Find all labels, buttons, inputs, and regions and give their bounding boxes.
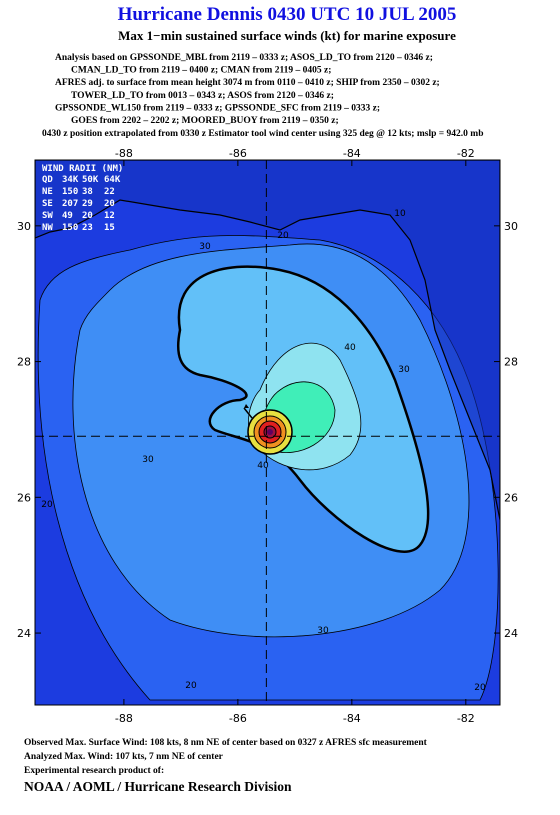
- contour-label: 30: [142, 455, 154, 465]
- wind-radii-value: 20: [104, 199, 115, 209]
- contour-label: 30: [317, 626, 329, 636]
- wind-radii-column: 64K: [104, 175, 121, 185]
- analysis-line: GOES from 2202 – 2202 z; MOORED_BUOY fro…: [71, 116, 339, 126]
- lat-tick-label: 24: [17, 627, 31, 640]
- analysis-line: GPSSONDE_WL150 from 2119 – 0333 z; GPSSO…: [55, 103, 380, 113]
- footer-line: Experimental research product of:: [24, 766, 164, 776]
- wind-radii-quadrant: NW: [42, 223, 53, 233]
- lon-tick-label: -86: [229, 147, 247, 160]
- position-note: 0430 z position extrapolated from 0330 z…: [42, 129, 483, 139]
- wind-radii-column: 50K: [82, 175, 99, 185]
- wind-radii-quadrant: NE: [42, 187, 53, 197]
- lat-tick-label: 28: [17, 356, 31, 369]
- footer-line: Observed Max. Surface Wind: 108 kts, 8 n…: [24, 738, 428, 748]
- wind-radii-value: 38: [82, 187, 93, 197]
- lon-tick-label: -86: [229, 712, 247, 725]
- wind-radii-table: WIND RADII (NM) QD 34K 50K 64K NE 150 38 22 SE 20…: [42, 164, 123, 233]
- contour-label: 40: [344, 343, 356, 353]
- organization: NOAA / AOML / Hurricane Research Divisio…: [24, 779, 292, 794]
- wind-radii-column: QD: [42, 175, 53, 185]
- wind-radii-value: 150: [62, 223, 78, 233]
- wind-radii-value: 22: [104, 187, 115, 197]
- wind-radii-title: WIND RADII (NM): [42, 164, 123, 174]
- lat-tick-label: 30: [17, 220, 31, 233]
- analysis-line: TOWER_LD_TO from 0013 – 0343 z; ASOS fro…: [71, 91, 334, 101]
- contour-label: 10: [394, 209, 406, 219]
- lon-tick-label: -82: [457, 712, 475, 725]
- wind-radii-value: 29: [82, 199, 93, 209]
- contour-label: 20: [277, 231, 289, 241]
- wind-radii-value: 23: [82, 223, 93, 233]
- lat-tick-label: 30: [504, 220, 518, 233]
- contour-label: 30: [398, 365, 410, 375]
- wind-field: [35, 160, 500, 705]
- lon-tick-label: -84: [343, 712, 361, 725]
- lon-tick-label: -82: [457, 147, 475, 160]
- footer-line: Analyzed Max. Wind: 107 kts, 7 nm NE of …: [24, 752, 224, 762]
- wind-radii-column: 34K: [62, 175, 79, 185]
- lat-tick-label: 26: [504, 491, 518, 504]
- wind-radii-quadrant: SW: [42, 211, 53, 221]
- contour-label: 20: [41, 500, 53, 510]
- contour-label: 20: [185, 681, 197, 691]
- analysis-line: Analysis based on GPSSONDE_MBL from 2119…: [55, 53, 433, 63]
- analysis-line: CMAN_LD_TO from 2119 – 0400 z; CMAN from…: [71, 66, 331, 76]
- wind-radii-value: 15: [104, 223, 115, 233]
- wind-radii-quadrant: SE: [42, 199, 53, 209]
- lon-tick-label: -84: [343, 147, 361, 160]
- lat-tick-label: 28: [504, 356, 518, 369]
- subtitle: Max 1−min sustained surface winds (kt) f…: [118, 28, 456, 43]
- lon-tick-label: -88: [115, 147, 133, 160]
- lat-tick-label: 24: [504, 627, 518, 640]
- map-frame: [34, 159, 501, 706]
- contour-label: 30: [199, 242, 211, 252]
- wind-radii-value: 150: [62, 187, 78, 197]
- wind-radii-value: 207: [62, 199, 78, 209]
- analysis-line: AFRES adj. to surface from mean height 3…: [55, 78, 440, 88]
- wind-radii-value: 20: [82, 211, 93, 221]
- contour-label: 20: [474, 683, 486, 693]
- wind-radii-value: 49: [62, 211, 73, 221]
- wind-radii-value: 12: [104, 211, 115, 221]
- title: Hurricane Dennis 0430 UTC 10 JUL 2005: [118, 4, 457, 25]
- lon-tick-label: -88: [115, 712, 133, 725]
- lat-tick-label: 26: [17, 491, 31, 504]
- contour-label: 40: [257, 461, 269, 471]
